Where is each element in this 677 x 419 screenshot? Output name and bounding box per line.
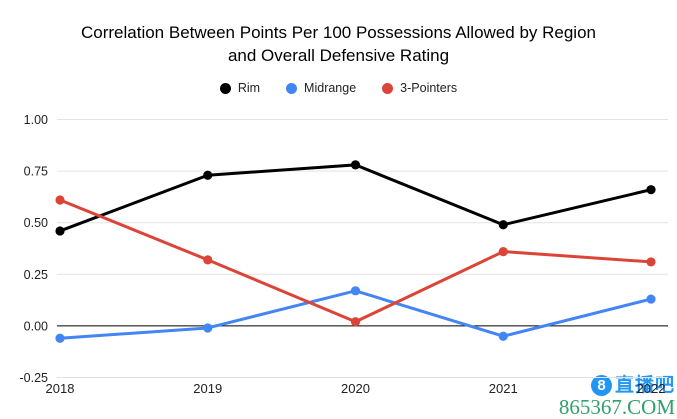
series-line-3-pointers	[58, 198, 653, 324]
series-line-rim	[58, 163, 653, 233]
data-point-midrange	[350, 286, 361, 296]
data-point-3-pointers	[350, 317, 361, 327]
data-point-midrange	[55, 333, 65, 343]
legend-item-rim: Rim	[219, 81, 261, 95]
data-point-midrange	[498, 331, 508, 341]
y-tick-label: 0.00	[24, 319, 48, 333]
data-point-rim	[203, 170, 213, 180]
x-tick-label: 2018	[46, 381, 75, 396]
data-point-3-pointers	[203, 255, 213, 265]
legend-dot-icon	[286, 82, 298, 94]
data-point-rim	[55, 226, 65, 236]
x-tick-label: 2021	[489, 381, 518, 396]
data-point-rim	[498, 220, 508, 230]
watermark-url: 865367.COM	[558, 395, 675, 419]
data-point-midrange	[203, 323, 213, 333]
series-line-midrange	[58, 289, 653, 340]
legend-label: Rim	[237, 81, 261, 95]
legend-label: 3-Pointers	[400, 81, 458, 95]
data-point-midrange	[646, 294, 656, 304]
y-tick-label: 0.25	[24, 268, 48, 282]
watermark-logo-row: 8 直播吧	[559, 374, 675, 397]
data-point-rim	[646, 185, 656, 195]
watermark-badge-icon: 8	[590, 375, 612, 396]
legend-item-midrange: Midrange	[286, 81, 356, 95]
chart-title-line1: Correlation Between Points Per 100 Posse…	[80, 23, 596, 42]
y-tick-label: -0.25	[20, 371, 49, 385]
data-point-3-pointers	[646, 257, 656, 267]
watermark: 8 直播吧 865367.COM	[559, 374, 675, 418]
chart-legend: Rim Midrange 3-Pointers	[0, 81, 677, 95]
y-tick-label: 0.75	[24, 165, 48, 179]
legend-dot-icon	[219, 82, 231, 94]
legend-label: Midrange	[304, 81, 357, 95]
y-tick-label: 1.00	[24, 113, 48, 127]
data-point-rim	[350, 160, 361, 170]
legend-dot-icon	[382, 82, 394, 94]
x-tick-label: 2020	[341, 381, 370, 396]
data-point-3-pointers	[498, 246, 508, 257]
chart-title: Correlation Between Points Per 100 Posse…	[0, 21, 677, 67]
chart-title-line2: and Overall Defensive Rating	[227, 46, 450, 65]
legend-item-3-pointers: 3-Pointers	[382, 81, 457, 95]
watermark-site-name: 直播吧	[614, 375, 675, 396]
x-tick-label: 2022	[637, 381, 666, 396]
x-tick-label: 2019	[193, 381, 222, 396]
y-tick-label: 0.50	[24, 216, 48, 230]
data-point-3-pointers	[55, 195, 65, 205]
